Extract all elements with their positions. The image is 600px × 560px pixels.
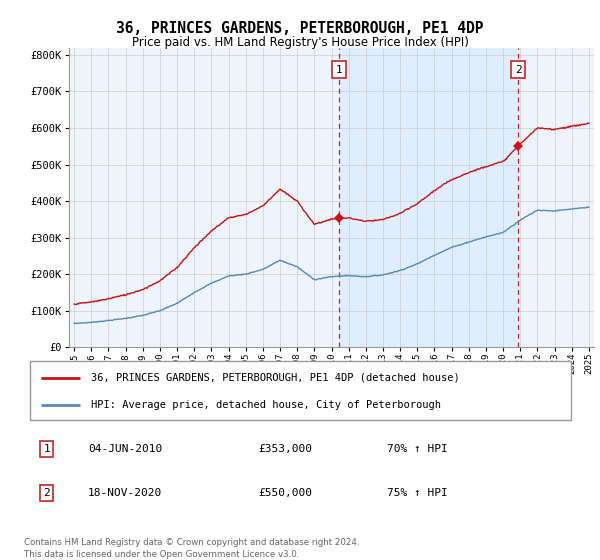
- Text: 36, PRINCES GARDENS, PETERBOROUGH, PE1 4DP: 36, PRINCES GARDENS, PETERBOROUGH, PE1 4…: [116, 21, 484, 36]
- Text: £353,000: £353,000: [259, 444, 313, 454]
- Text: 2: 2: [44, 488, 50, 498]
- Text: 18-NOV-2020: 18-NOV-2020: [88, 488, 163, 498]
- Text: 75% ↑ HPI: 75% ↑ HPI: [387, 488, 448, 498]
- Text: 1: 1: [335, 64, 342, 74]
- Bar: [339, 48, 518, 347]
- Text: 36, PRINCES GARDENS, PETERBOROUGH, PE1 4DP (detached house): 36, PRINCES GARDENS, PETERBOROUGH, PE1 4…: [91, 373, 460, 382]
- Text: Contains HM Land Registry data © Crown copyright and database right 2024.
This d: Contains HM Land Registry data © Crown c…: [24, 538, 359, 559]
- Text: 2: 2: [515, 64, 521, 74]
- Text: Price paid vs. HM Land Registry's House Price Index (HPI): Price paid vs. HM Land Registry's House …: [131, 36, 469, 49]
- FancyBboxPatch shape: [29, 361, 571, 420]
- Text: 1: 1: [44, 444, 50, 454]
- Text: 70% ↑ HPI: 70% ↑ HPI: [387, 444, 448, 454]
- Text: £550,000: £550,000: [259, 488, 313, 498]
- Text: HPI: Average price, detached house, City of Peterborough: HPI: Average price, detached house, City…: [91, 400, 441, 410]
- Text: 04-JUN-2010: 04-JUN-2010: [88, 444, 163, 454]
